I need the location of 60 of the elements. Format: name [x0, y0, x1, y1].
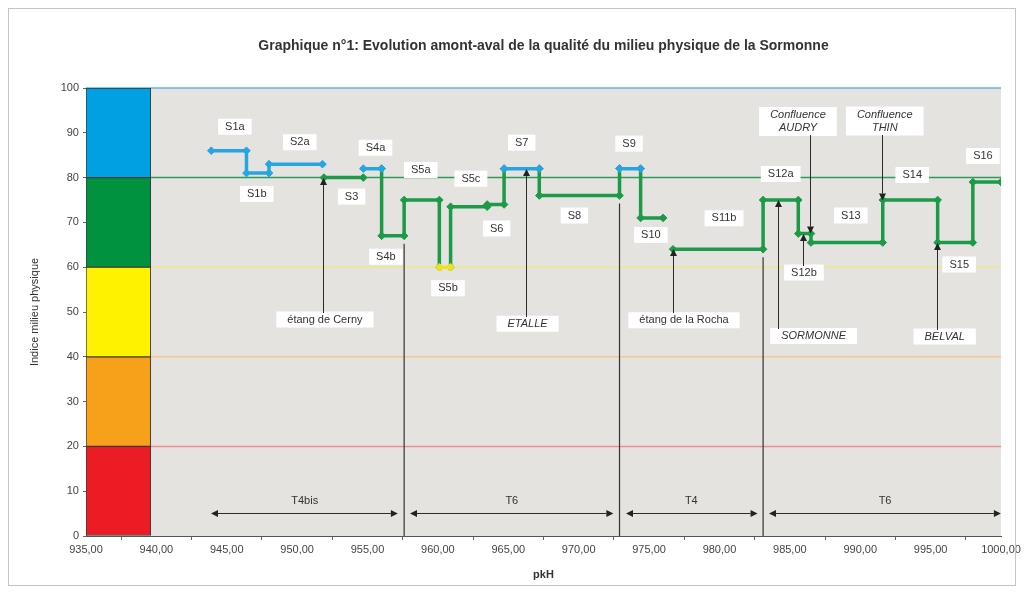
x-tick-label: 955,00	[350, 542, 385, 555]
annotation: S12a	[767, 167, 795, 180]
annotation: BELVAL	[924, 329, 965, 342]
annotation: S13	[841, 208, 861, 221]
y-tick-label: 50	[66, 305, 79, 318]
annotation: S5b	[438, 281, 458, 294]
annotation: ETALLE	[507, 316, 549, 329]
y-tick-label: 10	[66, 484, 79, 497]
y-tick-label: 40	[66, 349, 79, 362]
annotation: T6	[505, 494, 519, 507]
annotation: S16	[973, 149, 993, 162]
annotation: T4bis	[291, 494, 319, 507]
y-tick-label: 30	[66, 394, 79, 407]
x-tick-label: 940,00	[139, 542, 174, 555]
chart-title: Graphique n°1: Evolution amont-aval de la qualité du milieu physique de la Sormonne	[258, 36, 829, 53]
x-tick-label: 1000,00	[981, 542, 1021, 555]
annotation: S14	[902, 168, 922, 181]
annotation: S10	[641, 227, 661, 240]
annotation: S8	[567, 208, 582, 221]
annotation: S6	[489, 221, 504, 234]
y-tick-label: 90	[66, 125, 79, 138]
x-tick-label: 945,00	[209, 542, 244, 555]
annotation: S11b	[711, 211, 737, 224]
annotation: S5c	[461, 171, 481, 184]
y-tick-label: 20	[66, 439, 79, 452]
annotation: S3	[344, 189, 359, 202]
annotation: Confluence AUDRY	[770, 108, 826, 134]
y-tick-label: 60	[66, 260, 79, 273]
x-tick-label: 970,00	[561, 542, 596, 555]
y-tick-label: 70	[66, 215, 79, 228]
annotation: S4a	[365, 140, 387, 153]
x-tick-label: 950,00	[280, 542, 314, 555]
annotation: S1a	[225, 119, 246, 132]
x-tick-label: 980,00	[702, 542, 737, 555]
annotation: SORMONNE	[781, 329, 847, 342]
annotation: T4	[684, 494, 698, 507]
annotation: S4b	[376, 249, 396, 262]
annotation: étang de la Rocha	[639, 313, 730, 326]
annotation: S7	[514, 135, 529, 148]
y-tick-label: 0	[72, 529, 79, 542]
annotation: T6	[878, 494, 892, 507]
annotation: S2a	[289, 135, 311, 148]
annotation: étang de Cerny	[287, 312, 364, 325]
annotation: S9	[622, 136, 636, 149]
annotation: S5a	[410, 163, 432, 176]
x-tick-label: 965,00	[491, 542, 526, 555]
x-tick-label: 935,00	[69, 542, 103, 555]
x-tick-label: 960,00	[421, 542, 455, 555]
x-axis-title: pkH	[533, 568, 554, 581]
x-tick-label: 985,00	[773, 542, 807, 555]
annotation: S1b	[246, 187, 267, 200]
annotation: S12b	[791, 265, 817, 278]
x-tick-label: 990,00	[843, 542, 878, 555]
y-tick-label: 80	[66, 170, 79, 183]
x-tick-label: 975,00	[632, 542, 666, 555]
annotation: S15	[949, 257, 970, 270]
y-tick-label: 100	[60, 81, 79, 94]
annotation: Confluence THIN	[856, 107, 913, 133]
y-axis-title: Indice milieu physique	[27, 257, 40, 367]
x-tick-label: 995,00	[913, 542, 948, 555]
